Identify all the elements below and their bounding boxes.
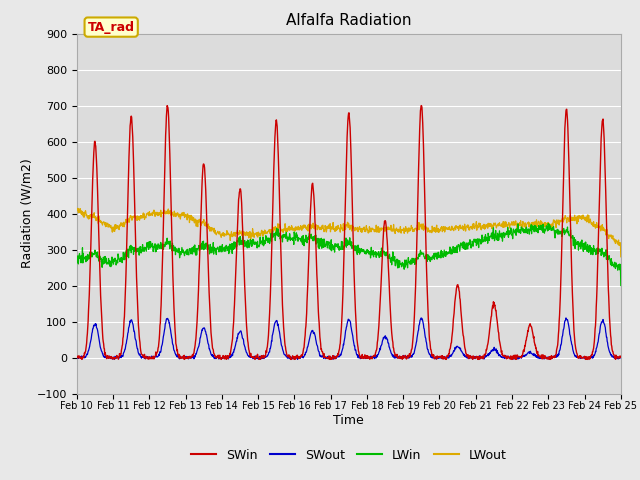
Legend: SWin, SWout, LWin, LWout: SWin, SWout, LWin, LWout	[186, 444, 512, 467]
Title: Alfalfa Radiation: Alfalfa Radiation	[286, 13, 412, 28]
Y-axis label: Radiation (W/m2): Radiation (W/m2)	[21, 159, 34, 268]
X-axis label: Time: Time	[333, 414, 364, 427]
Text: TA_rad: TA_rad	[88, 21, 134, 34]
